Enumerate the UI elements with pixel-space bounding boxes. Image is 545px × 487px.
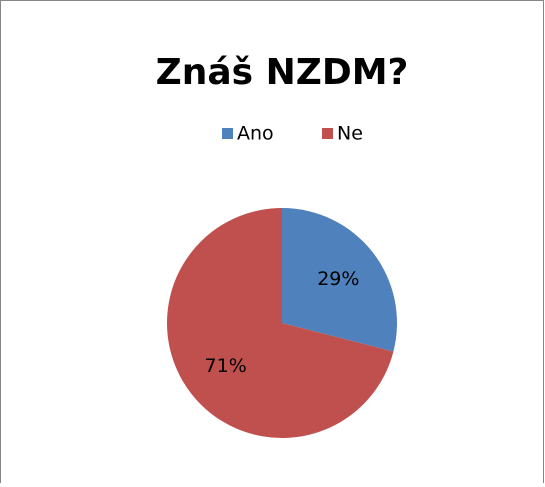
pie-slice — [282, 208, 397, 352]
legend-swatch — [222, 128, 233, 139]
legend-label: Ano — [237, 123, 274, 145]
pie-slice — [166, 208, 394, 438]
data-label: 29% — [317, 268, 359, 290]
legend-swatch — [322, 128, 333, 139]
data-label: 71% — [205, 355, 247, 377]
chart-title: Znáš NZDM? — [156, 52, 409, 93]
legend-label: Ne — [337, 123, 363, 145]
